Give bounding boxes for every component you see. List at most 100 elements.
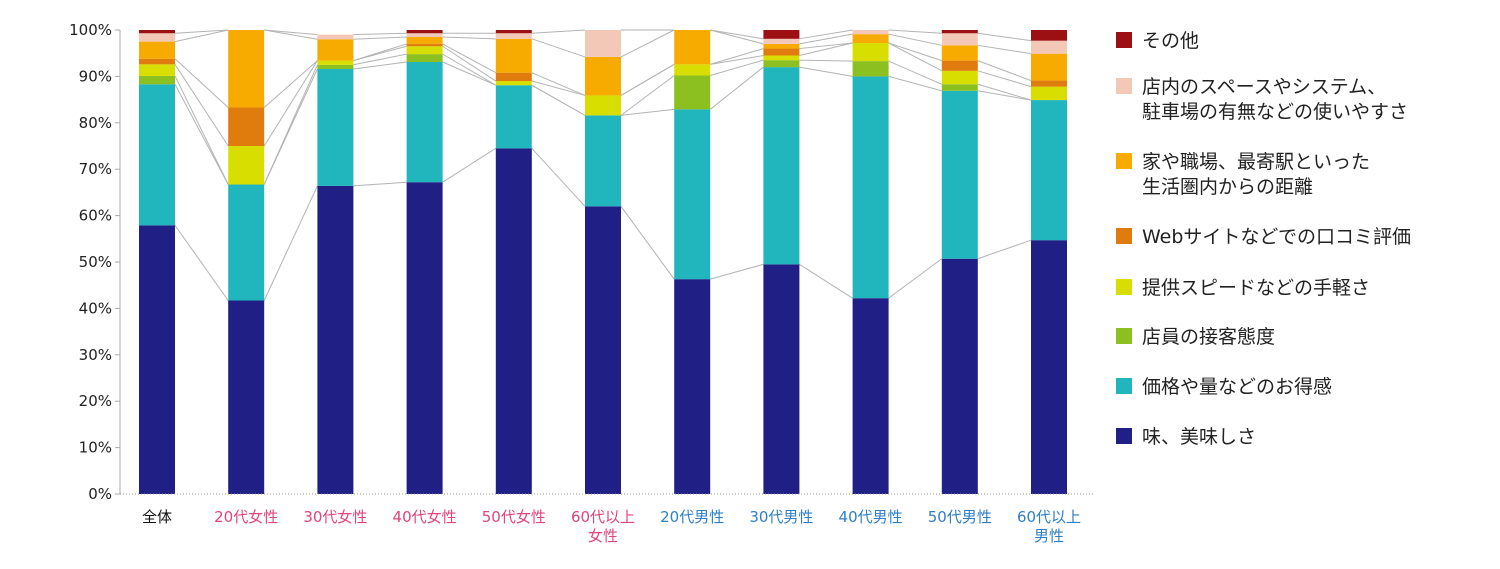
bar-segment [139,30,175,34]
bar-segment [1031,40,1067,54]
bar-segment [1031,240,1067,494]
bar-segment [1031,53,1067,81]
bar-segment [406,62,443,183]
bar-segment [406,46,443,55]
connector-line [353,181,407,187]
bar-segment [1031,80,1067,87]
bar-segment [763,60,800,68]
connector-line [620,63,675,96]
bar-segment [852,76,889,299]
bar-segment [674,279,711,494]
connector-line [174,225,229,301]
bar-segment [674,109,711,280]
bar-segment [317,64,354,69]
connector-line [353,53,407,66]
x-category-label: 50代女性 [482,508,546,526]
connector-line [799,42,853,57]
bar-segment [139,33,175,42]
bar-segment [941,33,978,46]
connector-line [888,29,942,34]
bar-segment [852,30,889,35]
bar-segment [228,30,265,108]
connector-line [174,64,229,147]
bar-segment [941,258,978,494]
connector-line [620,29,675,58]
connector-line [888,75,942,92]
connector-line [888,258,943,299]
legend-swatch [1116,428,1132,444]
connector-line [531,147,586,207]
bar-segment [317,185,354,495]
connector-line [264,29,318,40]
y-tick-label: 70% [79,160,112,178]
connector-line [353,61,407,70]
y-tick-label: 0% [88,485,112,503]
y-tick-label: 90% [79,67,112,85]
bar-segment [585,206,621,494]
bar-segment [228,146,265,185]
bar-segment [941,84,978,91]
connector-line [442,43,497,74]
legend-label: 生活圏内からの距離 [1142,176,1313,198]
y-tick-label: 30% [79,346,112,364]
bar-segment [139,84,175,226]
connector-line [977,32,1032,42]
x-category-label: 40代男性 [839,508,903,526]
bar-segment [852,61,889,77]
legend-swatch [1116,153,1132,169]
bar-segment [674,64,711,76]
bar-segment [1031,100,1067,241]
x-category-label: 女性 [588,527,618,545]
bar-segment [317,39,354,61]
legend-swatch [1116,378,1132,394]
connector-line [799,29,853,40]
bar-segment [495,72,532,82]
connector-line [799,263,853,299]
connector-line [710,48,764,65]
connector-line [531,72,586,96]
connector-line [442,36,496,40]
bar-segment [763,67,800,265]
connector-line [977,70,1032,88]
x-category-label: 20代女性 [214,508,278,526]
bar-segment [852,298,889,494]
bar-segment [763,55,800,61]
bar-segment [495,38,532,73]
bar-segment [852,42,889,62]
bar-segment [406,54,443,63]
bar-segment [763,38,800,44]
bar-segment [317,60,354,65]
x-category-label: 20代男性 [660,508,724,526]
y-tick-label: 40% [79,299,112,317]
connector-line [888,42,943,72]
bar-segment [406,182,443,494]
bar-segment [406,30,443,34]
legend-label: 提供スピードなどの手軽さ [1142,277,1370,299]
connector-line [977,83,1032,101]
legend: その他店内のスペースやシステム、駐車場の有無などの使いやすさ家や職場、最寄駅とい… [1116,30,1411,448]
x-category-label: 30代女性 [303,508,367,526]
bar-segment [1031,86,1067,101]
bar-segment [585,30,621,57]
legend-swatch [1116,228,1132,244]
connector-line [531,84,586,116]
y-tick-label: 80% [79,114,112,132]
bar-segment [139,225,175,494]
bar-segment [852,34,889,43]
bar-segment [495,85,532,149]
y-tick-label: 20% [79,392,112,410]
connector-line [353,43,407,62]
connector-line [263,64,318,185]
y-tick-label: 50% [79,253,112,271]
legend-label: 味、美味しさ [1142,426,1256,448]
connector-line [531,80,586,96]
bar-segment [228,107,265,146]
axes: 0% 10% 20% 30% 40% 50% 60% 70% 80% 90% 100% 全体 20代女性… [69,21,1095,545]
connector-line [799,66,853,77]
connector-line [709,66,764,110]
bar-segment [585,56,621,96]
bar-segment [139,75,175,85]
connector-line [710,55,764,65]
bar-segment [941,30,978,34]
bar-segment [763,48,800,56]
